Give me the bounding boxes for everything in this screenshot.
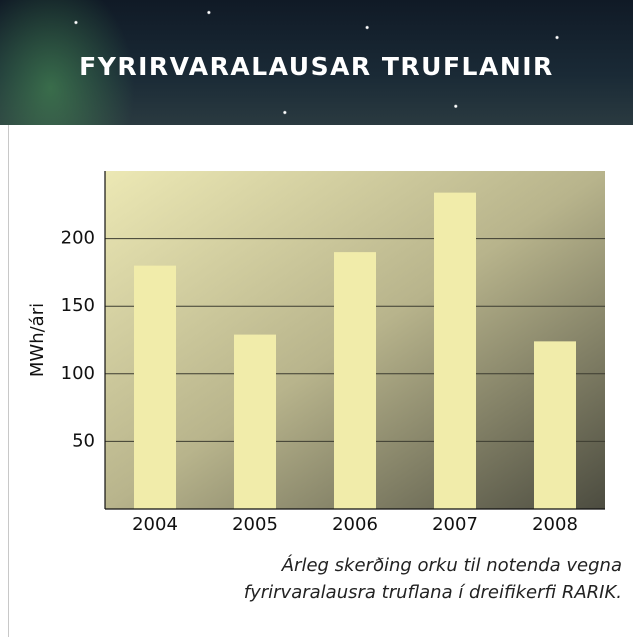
bar: [434, 193, 476, 509]
y-tick-label: 50: [72, 430, 95, 451]
bar: [334, 252, 376, 509]
y-tick-label: 200: [61, 228, 95, 249]
y-axis-label: MWh/ári: [27, 303, 48, 377]
x-tick-label: 2005: [232, 514, 278, 535]
page: FYRIRVARALAUSAR TRUFLANIR MWh/ári Árleg …: [0, 0, 633, 637]
bar: [534, 341, 576, 509]
x-tick-label: 2007: [432, 514, 478, 535]
caption: Árleg skerðing orku til notenda vegna: [281, 554, 622, 576]
chart: MWh/ári Árleg skerðing orku til notenda …: [0, 0, 633, 637]
bar: [134, 266, 176, 509]
y-tick-label: 150: [61, 295, 95, 316]
x-tick-label: 2006: [332, 514, 378, 535]
x-tick-label: 2004: [132, 514, 178, 535]
y-tick-label: 100: [61, 363, 95, 384]
caption: fyrirvaralausra truflana í dreifikerfi R…: [244, 582, 622, 603]
x-tick-label: 2008: [532, 514, 578, 535]
bar: [234, 335, 276, 509]
